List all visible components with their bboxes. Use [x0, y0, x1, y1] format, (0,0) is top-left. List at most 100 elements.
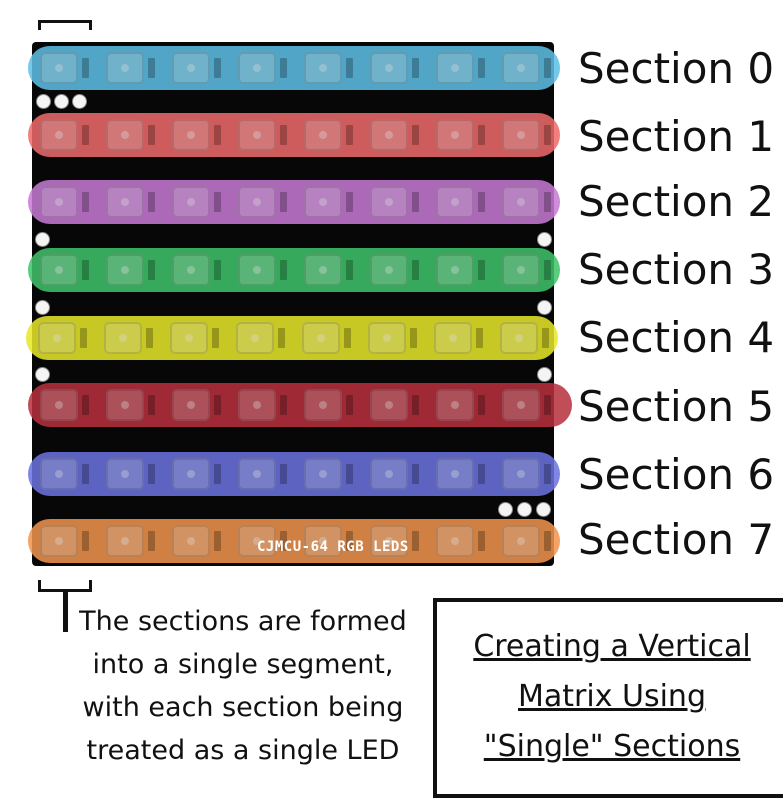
section-band: [28, 248, 560, 292]
led-chip: [302, 322, 340, 354]
resistor: [346, 395, 353, 415]
resistor: [82, 531, 89, 551]
resistor: [346, 125, 353, 145]
led-chip: [304, 119, 342, 151]
resistor: [280, 192, 287, 212]
pcb-pad: [54, 94, 69, 109]
led-chip: [502, 389, 540, 421]
led-chip: [172, 389, 210, 421]
pcb-pad: [72, 94, 87, 109]
led-chip: [172, 52, 210, 84]
led-chip: [172, 458, 210, 490]
resistor: [412, 395, 419, 415]
resistor: [280, 395, 287, 415]
pcb-pad: [35, 232, 50, 247]
top-bracket: [38, 20, 92, 30]
resistor: [542, 328, 549, 348]
resistor: [544, 125, 551, 145]
led-chip: [368, 322, 406, 354]
led-chip: [238, 52, 276, 84]
resistor: [82, 58, 89, 78]
led-chip: [172, 119, 210, 151]
led-chip: [304, 525, 342, 557]
section-label: Section 6: [578, 450, 775, 499]
resistor: [412, 125, 419, 145]
section-label: Section 4: [578, 313, 775, 362]
led-chip: [40, 186, 78, 218]
led-chip: [40, 525, 78, 557]
title-line: Creating a Vertical: [473, 629, 751, 664]
resistor: [412, 531, 419, 551]
led-chip: [304, 389, 342, 421]
led-chip: [170, 322, 208, 354]
led-chip: [172, 254, 210, 286]
resistor: [214, 58, 221, 78]
section-label: Section 5: [578, 382, 775, 431]
resistor: [478, 260, 485, 280]
pcb-pad: [537, 232, 552, 247]
resistor: [148, 531, 155, 551]
led-chip: [40, 389, 78, 421]
led-chip: [172, 525, 210, 557]
resistor: [410, 328, 417, 348]
led-chip: [106, 525, 144, 557]
led-chip: [106, 389, 144, 421]
led-chip: [502, 458, 540, 490]
led-chip: [40, 119, 78, 151]
led-matrix-board: CJMCU-64 RGB LEDS: [26, 42, 572, 566]
led-chip: [370, 186, 408, 218]
resistor: [280, 531, 287, 551]
resistor: [544, 464, 551, 484]
section-band: [28, 113, 560, 157]
led-chip: [106, 254, 144, 286]
resistor: [214, 395, 221, 415]
led-chip: [106, 52, 144, 84]
resistor: [412, 260, 419, 280]
pcb-pad: [35, 300, 50, 315]
pcb-pad: [35, 367, 50, 382]
resistor: [214, 192, 221, 212]
section-band: [26, 316, 558, 360]
resistor: [478, 464, 485, 484]
section-label: Section 1: [578, 112, 775, 161]
section-band: [28, 46, 560, 90]
resistor: [478, 125, 485, 145]
resistor: [412, 464, 419, 484]
bracket-pointer: [63, 590, 68, 632]
resistor: [412, 192, 419, 212]
resistor: [148, 395, 155, 415]
led-chip: [304, 254, 342, 286]
resistor: [82, 464, 89, 484]
led-chip: [370, 52, 408, 84]
resistor: [148, 125, 155, 145]
resistor: [544, 395, 551, 415]
resistor: [80, 328, 87, 348]
led-chip: [436, 119, 474, 151]
pcb-pad: [537, 300, 552, 315]
resistor: [280, 260, 287, 280]
resistor: [544, 531, 551, 551]
led-chip: [38, 322, 76, 354]
resistor: [478, 192, 485, 212]
led-chip: [238, 119, 276, 151]
resistor: [280, 125, 287, 145]
resistor: [346, 260, 353, 280]
title-line: Matrix Using: [518, 679, 706, 714]
led-chip: [238, 254, 276, 286]
resistor: [214, 125, 221, 145]
led-chip: [436, 186, 474, 218]
pcb-pad: [536, 502, 551, 517]
resistor: [476, 328, 483, 348]
title-box: Creating a Vertical Matrix Using "Single…: [433, 598, 783, 798]
led-chip: [304, 458, 342, 490]
resistor: [214, 464, 221, 484]
note-line: The sections are formed: [79, 606, 407, 637]
led-chip: [502, 254, 540, 286]
led-chip: [304, 52, 342, 84]
led-chip: [106, 119, 144, 151]
led-chip: [238, 186, 276, 218]
led-chip: [436, 52, 474, 84]
resistor: [478, 531, 485, 551]
resistor: [412, 58, 419, 78]
led-chip: [370, 254, 408, 286]
